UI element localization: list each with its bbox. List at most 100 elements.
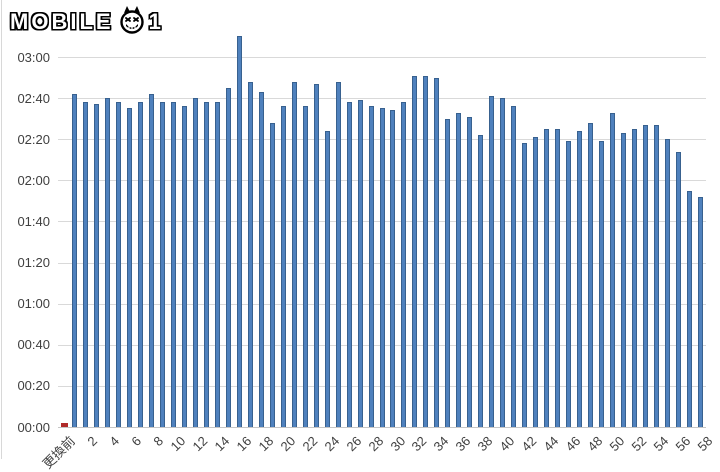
bar: [632, 128, 638, 427]
logo-brand-text: MOBILE: [10, 9, 114, 34]
bar: [247, 81, 253, 427]
battery-time-bar-chart: 03:00 02:40 02:20 02:00 01:40 01:20 01:00 00:40…: [17, 36, 716, 471]
y-axis-tick-label: 01:40: [17, 213, 50, 229]
gridline: [58, 57, 706, 58]
bar: [511, 106, 517, 427]
bar: [456, 112, 462, 427]
y-axis-tick-label: 00:40: [17, 337, 50, 353]
bar-before-replacement: [60, 422, 68, 427]
bar: [610, 112, 616, 427]
bar: [566, 141, 572, 427]
x-axis-tick-label: 54: [650, 433, 672, 455]
y-axis-tick-label: 01:00: [17, 296, 50, 312]
x-axis-tick-label: 56: [672, 433, 694, 455]
bar: [335, 81, 341, 427]
bar: [346, 102, 352, 427]
bar: [522, 143, 528, 427]
x-axis-tick-label: 34: [430, 433, 452, 455]
x-axis-tick-label: 2: [84, 433, 101, 450]
x-axis-tick-label: 16: [233, 433, 255, 455]
bar: [93, 104, 99, 427]
x-axis-tick-label: 50: [606, 433, 628, 455]
bar: [104, 98, 110, 427]
mobile01-logo: MOBILE 1: [10, 5, 164, 40]
bar: [137, 102, 143, 427]
bar: [687, 190, 693, 427]
bar: [291, 81, 297, 427]
bar: [423, 75, 429, 427]
bar: [379, 108, 385, 427]
y-axis-tick-label: 02:00: [17, 172, 50, 188]
x-axis-tick-label: 52: [628, 433, 650, 455]
y-axis-tick-label: 02:20: [17, 131, 50, 147]
bar: [159, 102, 165, 427]
y-axis-tick-label: 00:00: [17, 419, 50, 435]
x-axis-tick-label: 12: [189, 433, 211, 455]
bar: [313, 83, 319, 427]
x-axis-tick-label: 32: [409, 433, 430, 455]
bar: [192, 98, 198, 427]
bar: [676, 151, 682, 427]
x-axis-tick-label: 26: [343, 433, 364, 455]
bar: [280, 106, 286, 427]
bar: [577, 131, 583, 427]
x-axis-tick-label: 20: [277, 433, 299, 455]
y-axis-tick-label: 00:20: [17, 378, 50, 394]
logo-brand-suffix: 1: [148, 9, 164, 34]
bar: [203, 102, 209, 427]
x-axis-tick-label: 42: [518, 433, 540, 455]
bar: [643, 124, 649, 427]
x-axis-tick-label: 58: [694, 433, 716, 455]
bar: [544, 128, 550, 427]
bar: [126, 108, 132, 427]
x-axis-tick-label: 28: [365, 433, 386, 455]
x-axis-tick-label: 40: [496, 433, 518, 455]
bar: [357, 100, 363, 427]
bar: [434, 77, 440, 427]
devil-face-icon: [118, 5, 146, 40]
x-axis-tick-label: 14: [211, 433, 233, 455]
x-axis-tick-label: 4: [106, 433, 123, 450]
y-axis-tick-label: 01:20: [17, 255, 50, 271]
bar: [599, 141, 605, 427]
bar: [258, 91, 264, 427]
x-axis-tick-label: 36: [452, 433, 474, 455]
y-axis-tick-label: 03:00: [17, 49, 50, 65]
bar: [148, 94, 154, 427]
bar: [555, 128, 561, 427]
bar: [269, 122, 275, 427]
bar: [236, 36, 242, 427]
x-axis-tick-label: 22: [299, 433, 321, 455]
bar: [181, 106, 187, 427]
bar: [412, 75, 418, 427]
x-axis-tick-label: 6: [128, 433, 145, 450]
bar: [654, 124, 660, 427]
bar: [665, 139, 671, 427]
bar: [324, 131, 330, 427]
x-axis-tick-label: 18: [255, 433, 277, 455]
window-left-border: [1, 0, 2, 459]
x-axis-tick-label: 48: [584, 433, 606, 455]
x-axis-tick-label: 更換前: [40, 433, 79, 472]
bar: [170, 102, 176, 427]
x-axis-tick-label: 44: [540, 433, 562, 455]
bar: [621, 133, 627, 427]
x-axis-tick-label: 30: [387, 433, 408, 455]
x-axis-tick-label: 46: [562, 433, 584, 455]
bar: [401, 102, 407, 427]
bar: [467, 116, 473, 427]
bar: [302, 106, 308, 427]
bar: [698, 196, 703, 427]
bar: [214, 102, 220, 427]
x-axis-tick-label: 38: [474, 433, 496, 455]
bar: [115, 102, 121, 427]
bar: [445, 118, 451, 427]
bar: [478, 135, 484, 427]
bar: [368, 106, 374, 427]
bar: [489, 96, 495, 427]
bar: [71, 94, 77, 427]
bar: [500, 98, 506, 427]
x-axis-tick-label: 10: [167, 433, 189, 455]
bar: [533, 137, 539, 427]
